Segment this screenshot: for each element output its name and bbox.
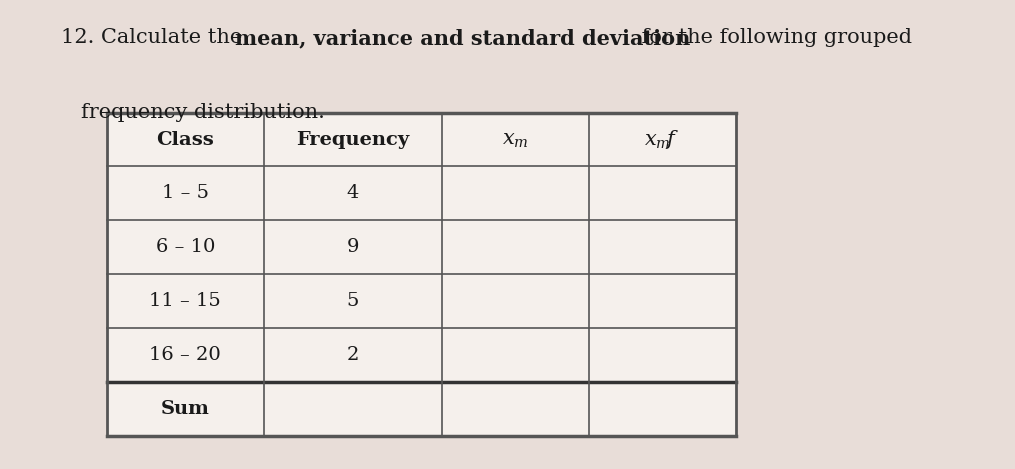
Text: 6 – 10: 6 – 10 — [155, 238, 215, 257]
Text: 9: 9 — [346, 238, 359, 257]
Text: for the following grouped: for the following grouped — [635, 28, 912, 47]
Text: Sum: Sum — [160, 400, 210, 418]
Text: 5: 5 — [346, 292, 359, 310]
Text: 4: 4 — [346, 184, 359, 203]
Text: $\mathit{x}_{m}\!\mathit{f}$: $\mathit{x}_{m}\!\mathit{f}$ — [645, 128, 680, 151]
Text: Frequency: Frequency — [296, 130, 409, 149]
Text: 11 – 15: 11 – 15 — [149, 292, 221, 310]
Text: frequency distribution.: frequency distribution. — [81, 103, 325, 122]
Text: 16 – 20: 16 – 20 — [149, 346, 221, 364]
Text: mean, variance and standard deviation: mean, variance and standard deviation — [235, 28, 691, 48]
Text: $\mathit{x}_{m}$: $\mathit{x}_{m}$ — [501, 129, 529, 150]
Text: 2: 2 — [346, 346, 359, 364]
Text: 12. Calculate the: 12. Calculate the — [61, 28, 249, 47]
Text: Class: Class — [156, 130, 214, 149]
Text: 1 – 5: 1 – 5 — [161, 184, 209, 203]
